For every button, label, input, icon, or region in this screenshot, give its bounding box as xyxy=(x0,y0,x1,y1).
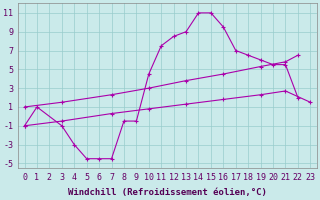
X-axis label: Windchill (Refroidissement éolien,°C): Windchill (Refroidissement éolien,°C) xyxy=(68,188,267,197)
